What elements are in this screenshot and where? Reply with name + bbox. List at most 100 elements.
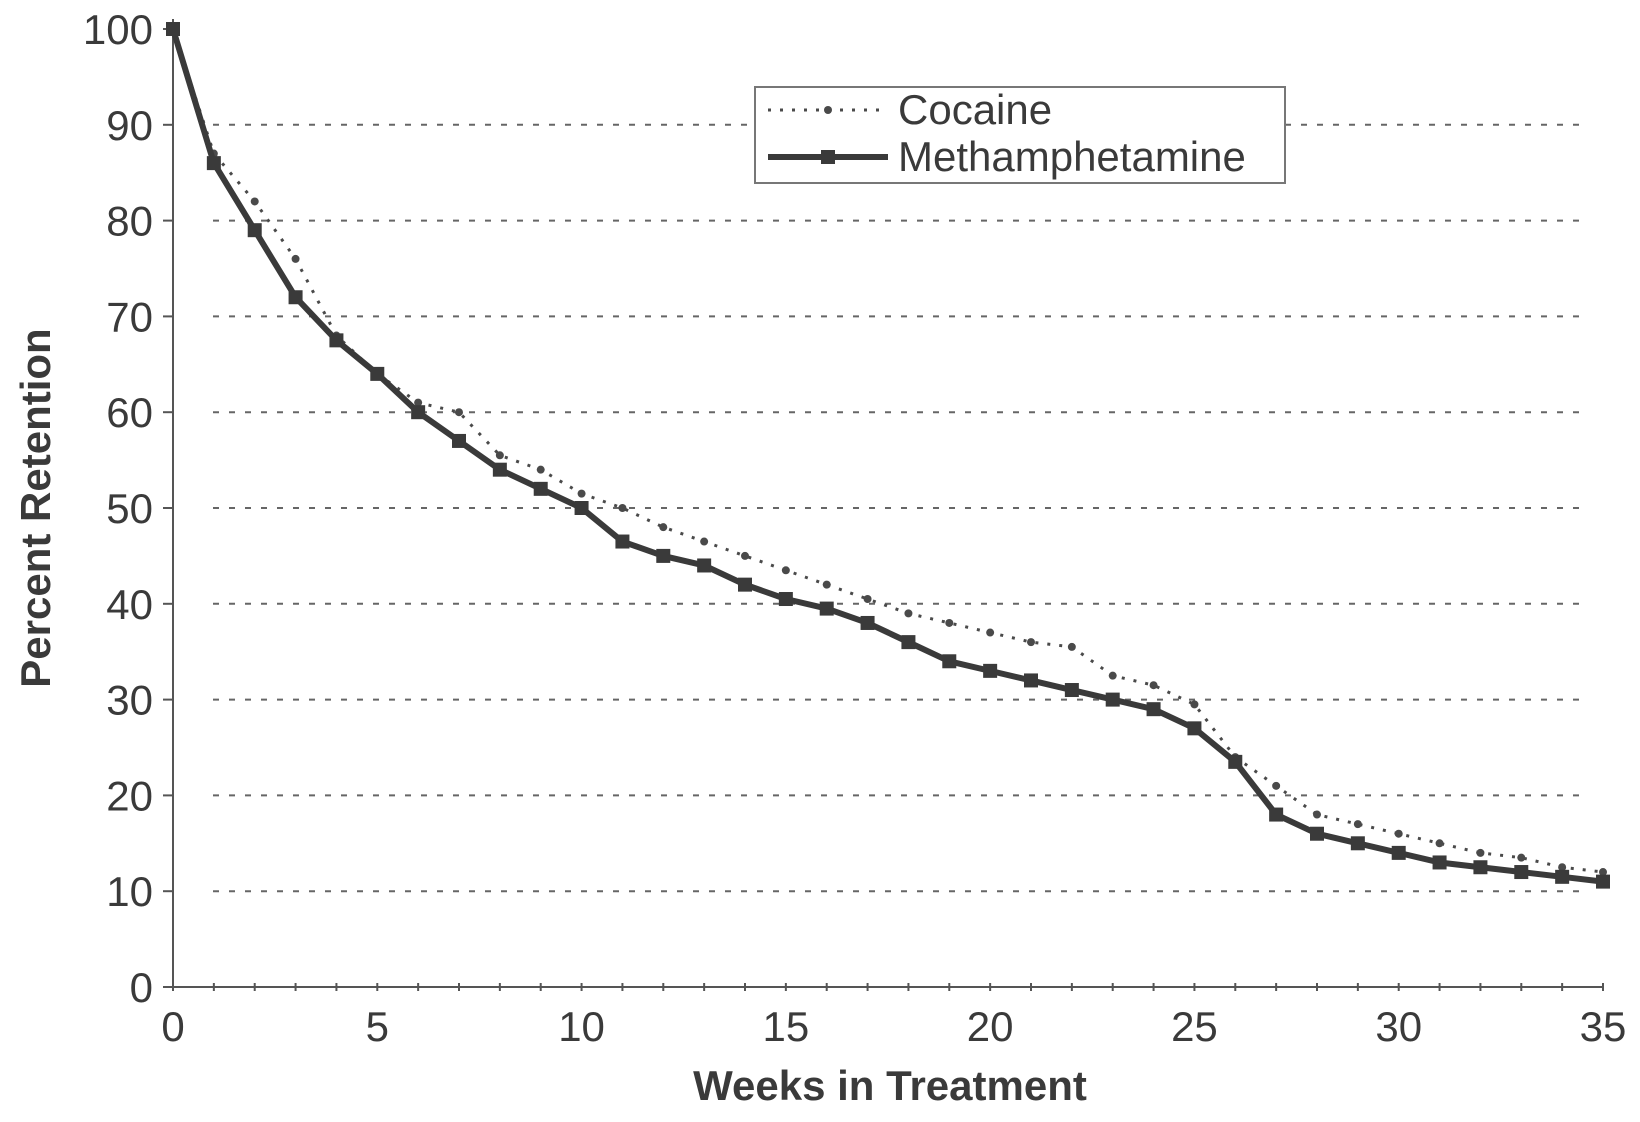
point-methamphetamine-16 [819, 601, 834, 616]
point-cocaine-21 [1027, 638, 1035, 647]
point-methamphetamine-12 [656, 548, 671, 563]
series-methamphetamine [166, 22, 1610, 889]
point-methamphetamine-22 [1064, 683, 1079, 698]
point-cocaine-23 [1108, 671, 1117, 680]
x-tick-label-0: 0 [161, 1003, 184, 1050]
y-tick-label-50: 50 [106, 485, 153, 532]
point-methamphetamine-4 [329, 333, 344, 348]
x-tick-label-25: 25 [1171, 1003, 1218, 1050]
point-methamphetamine-20 [983, 663, 998, 678]
point-methamphetamine-31 [1432, 855, 1447, 870]
axes [172, 19, 1603, 988]
point-methamphetamine-6 [411, 405, 426, 420]
point-cocaine-16 [822, 580, 831, 589]
point-methamphetamine-30 [1391, 845, 1406, 860]
point-methamphetamine-1 [206, 156, 221, 171]
point-cocaine-22 [1067, 642, 1076, 651]
point-methamphetamine-0 [166, 22, 180, 36]
point-cocaine-10 [577, 489, 586, 498]
x-tick-label-15: 15 [762, 1003, 809, 1050]
legend-label-cocaine: Cocaine [898, 86, 1052, 133]
point-cocaine-18 [904, 609, 913, 618]
y-tick-label-30: 30 [106, 677, 153, 724]
point-cocaine-7 [455, 408, 463, 417]
y-tick-label-20: 20 [106, 772, 153, 819]
y-tick-label-90: 90 [106, 102, 153, 149]
point-methamphetamine-34 [1555, 869, 1570, 884]
y-tick-label-10: 10 [106, 868, 153, 915]
legend: Cocaine Methamphetamine [754, 86, 1286, 184]
point-cocaine-17 [863, 595, 872, 604]
series [166, 22, 1610, 889]
x-tick-label-35: 35 [1580, 1003, 1627, 1050]
x-tick-label-10: 10 [558, 1003, 605, 1050]
tick-marks [163, 28, 1604, 991]
point-cocaine-35 [1599, 868, 1607, 877]
x-tick-labels: 0 5 10 15 20 25 30 35 [161, 1003, 1626, 1050]
point-methamphetamine-14 [738, 577, 752, 592]
point-methamphetamine-25 [1187, 721, 1202, 736]
point-cocaine-9 [536, 465, 545, 474]
legend-marker-cocaine [824, 106, 832, 114]
point-methamphetamine-11 [615, 534, 630, 549]
point-cocaine-29 [1353, 820, 1362, 829]
point-cocaine-8 [495, 451, 504, 460]
x-tick-label-5: 5 [366, 1003, 389, 1050]
x-tick-label-20: 20 [967, 1003, 1014, 1050]
point-cocaine-11 [618, 504, 627, 512]
y-tick-label-0: 0 [130, 964, 153, 1011]
point-methamphetamine-29 [1350, 836, 1365, 851]
point-methamphetamine-8 [492, 462, 507, 477]
y-axis-title: Percent Retention [12, 328, 59, 687]
point-cocaine-6 [414, 398, 423, 407]
point-cocaine-34 [1558, 863, 1567, 872]
point-methamphetamine-27 [1269, 807, 1284, 822]
point-methamphetamine-2 [247, 223, 262, 238]
point-methamphetamine-9 [533, 481, 548, 496]
point-methamphetamine-33 [1514, 865, 1529, 880]
point-methamphetamine-3 [288, 290, 303, 305]
point-methamphetamine-13 [697, 558, 712, 573]
point-methamphetamine-28 [1310, 826, 1324, 841]
y-tick-label-70: 70 [106, 293, 153, 340]
y-tick-labels: 0 10 20 30 40 50 60 70 80 90 100 [83, 6, 153, 1011]
x-axis-title: Weeks in Treatment [693, 1062, 1087, 1109]
point-methamphetamine-21 [1024, 673, 1038, 688]
point-methamphetamine-7 [452, 433, 466, 448]
point-cocaine-30 [1394, 829, 1403, 838]
point-methamphetamine-10 [574, 501, 589, 515]
point-methamphetamine-5 [370, 366, 385, 381]
grid-lines [213, 123, 1583, 893]
y-tick-label-40: 40 [106, 581, 153, 628]
point-cocaine-14 [741, 551, 749, 560]
series-cocaine [169, 25, 1607, 877]
point-cocaine-27 [1272, 781, 1281, 790]
point-cocaine-13 [700, 537, 709, 546]
point-methamphetamine-23 [1105, 692, 1120, 707]
point-cocaine-33 [1517, 853, 1526, 862]
point-cocaine-3 [291, 254, 300, 263]
point-methamphetamine-35 [1596, 874, 1610, 889]
x-tick-label-30: 30 [1375, 1003, 1422, 1050]
point-cocaine-15 [781, 566, 790, 575]
point-cocaine-25 [1190, 700, 1199, 709]
point-methamphetamine-32 [1473, 860, 1488, 875]
point-cocaine-32 [1476, 848, 1485, 857]
point-cocaine-19 [945, 618, 954, 627]
point-cocaine-31 [1435, 839, 1444, 848]
point-methamphetamine-15 [778, 592, 793, 607]
point-cocaine-28 [1313, 810, 1321, 819]
y-tick-label-100: 100 [83, 6, 153, 53]
point-methamphetamine-26 [1228, 754, 1243, 769]
point-cocaine-2 [250, 197, 259, 206]
point-methamphetamine-19 [942, 654, 957, 669]
legend-box [754, 86, 1286, 184]
point-cocaine-12 [659, 523, 668, 532]
y-tick-label-80: 80 [106, 198, 153, 245]
legend-label-methamphetamine: Methamphetamine [898, 133, 1246, 180]
point-cocaine-20 [986, 628, 995, 637]
point-methamphetamine-17 [860, 615, 875, 630]
point-methamphetamine-18 [901, 635, 916, 650]
point-cocaine-24 [1149, 681, 1158, 690]
